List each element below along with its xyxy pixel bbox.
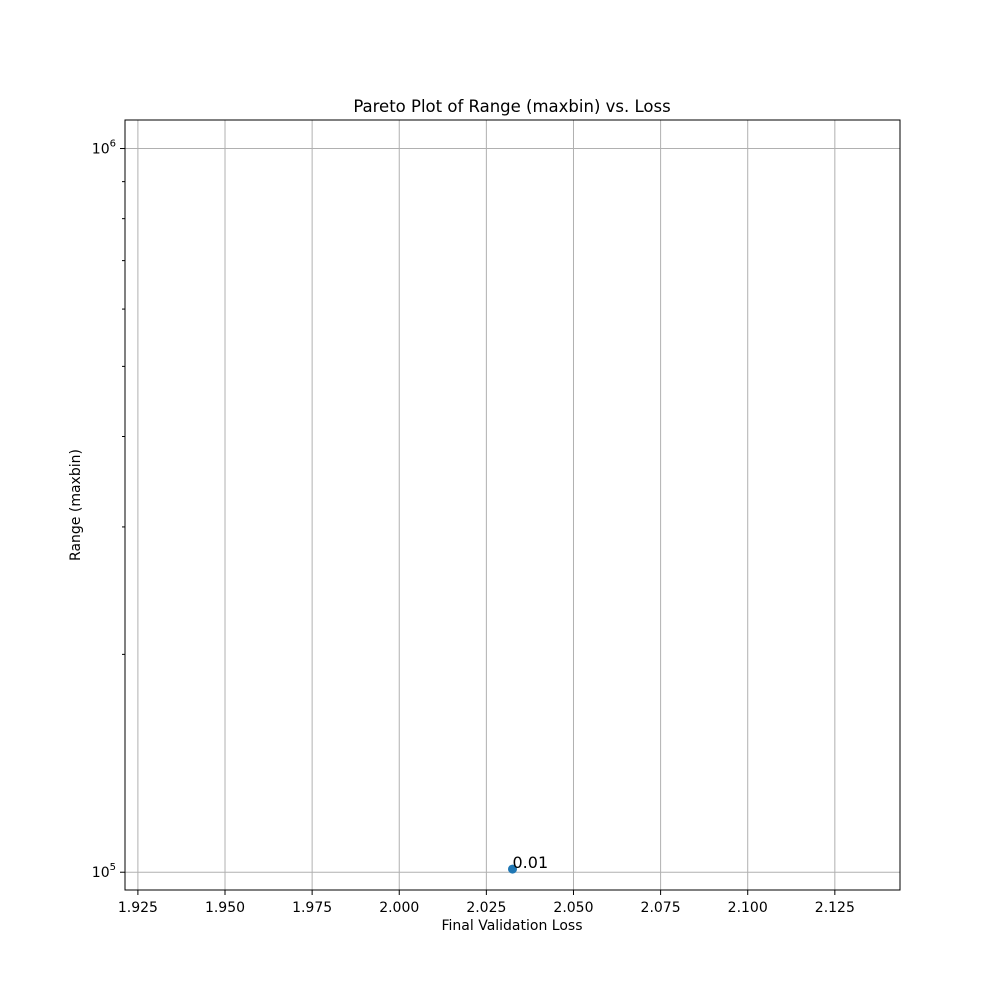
y-tick-label-base: 10	[92, 142, 110, 158]
x-tick-label: 2.100	[728, 900, 768, 916]
x-tick-label: 2.025	[466, 900, 506, 916]
y-tick-label-exponent: 6	[110, 139, 116, 150]
y-tick-label: 106	[92, 139, 116, 158]
x-axis-ticks: 1.925 1.950 1.975 2.000 2.025 2.050 2.075 2.100…	[118, 890, 855, 916]
x-tick-label: 1.950	[205, 900, 245, 916]
grid	[125, 120, 900, 890]
y-axis-label: Range (maxbin)	[68, 449, 84, 561]
y-tick-label: 105	[92, 862, 116, 881]
data-points: 0.01	[508, 853, 548, 874]
x-tick-label: 2.075	[641, 900, 681, 916]
plot-area-frame	[124, 119, 901, 891]
data-point	[508, 864, 517, 874]
data-point-label: 0.01	[513, 853, 549, 872]
y-tick-label-base: 10	[92, 865, 110, 881]
x-tick-label: 1.975	[292, 900, 332, 916]
x-tick-label: 2.050	[553, 900, 593, 916]
chart-title: Pareto Plot of Range (maxbin) vs. Loss	[353, 97, 670, 116]
y-tick-label-exponent: 5	[110, 862, 116, 873]
x-tick-label: 2.125	[815, 900, 855, 916]
x-tick-label: 2.000	[379, 900, 419, 916]
x-axis-label: Final Validation Loss	[441, 918, 582, 934]
x-tick-label: 1.925	[118, 900, 158, 916]
